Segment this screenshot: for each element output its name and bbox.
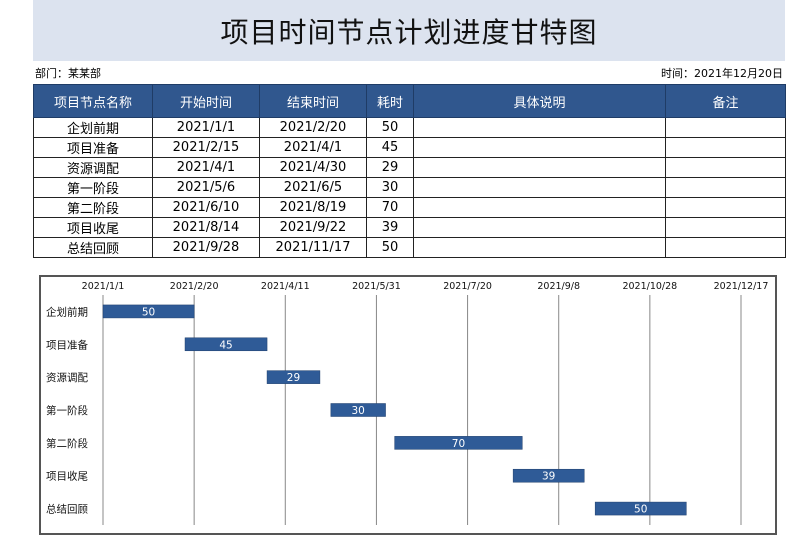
table-row: 企划前期 2021/1/1 2021/2/20 50 bbox=[33, 117, 786, 138]
bar-value-label: 30 bbox=[352, 405, 365, 417]
description-cell[interactable] bbox=[413, 157, 666, 178]
notes-cell[interactable] bbox=[665, 237, 786, 258]
table-row: 项目收尾 2021/8/14 2021/9/22 39 bbox=[33, 217, 786, 238]
duration-cell[interactable]: 50 bbox=[366, 237, 414, 258]
department-label: 部门：某某部 bbox=[35, 67, 101, 80]
x-tick-label: 2021/1/1 bbox=[82, 281, 125, 292]
notes-cell[interactable] bbox=[665, 137, 786, 158]
task-name-cell[interactable]: 项目准备 bbox=[33, 137, 153, 158]
notes-cell[interactable] bbox=[665, 177, 786, 198]
duration-cell[interactable]: 29 bbox=[366, 157, 414, 178]
description-cell[interactable] bbox=[413, 117, 666, 138]
task-name-cell[interactable]: 总结回顾 bbox=[33, 237, 153, 258]
duration-cell[interactable]: 70 bbox=[366, 197, 414, 218]
notes-cell[interactable] bbox=[665, 197, 786, 218]
gantt-chart[interactable]: 2021/1/1 2021/2/20 2021/4/11 2021/5/31 2021/… bbox=[39, 275, 777, 535]
header-task-name: 项目节点名称 bbox=[33, 84, 153, 118]
end-date-cell[interactable]: 2021/11/17 bbox=[259, 237, 367, 258]
start-date-cell[interactable]: 2021/2/15 bbox=[152, 137, 260, 158]
table-row: 第二阶段 2021/6/10 2021/8/19 70 bbox=[33, 197, 786, 218]
title-band: 项目时间节点计划进度甘特图 bbox=[33, 0, 785, 61]
category-label: 资源调配 bbox=[46, 371, 88, 384]
category-label: 总结回顾 bbox=[46, 503, 88, 516]
start-date-cell[interactable]: 2021/9/28 bbox=[152, 237, 260, 258]
table-row: 第一阶段 2021/5/6 2021/6/5 30 bbox=[33, 177, 786, 198]
table-row: 项目准备 2021/2/15 2021/4/1 45 bbox=[33, 137, 786, 158]
bar-value-label: 50 bbox=[142, 306, 155, 318]
end-date-cell[interactable]: 2021/4/30 bbox=[259, 157, 367, 178]
gantt-bar bbox=[102, 304, 195, 319]
task-name-cell[interactable]: 第一阶段 bbox=[33, 177, 153, 198]
x-tick-label: 2021/7/20 bbox=[443, 281, 492, 292]
notes-cell[interactable] bbox=[665, 157, 786, 178]
schedule-table: 项目节点名称 开始时间 结束时间 耗时 具体说明 备注 企划前期 2021/1/… bbox=[33, 84, 786, 258]
header-notes: 备注 bbox=[665, 84, 786, 118]
bar-value-label: 50 bbox=[634, 504, 647, 516]
start-date-cell[interactable]: 2021/4/1 bbox=[152, 157, 260, 178]
gantt-bar bbox=[184, 337, 268, 352]
end-date-cell[interactable]: 2021/6/5 bbox=[259, 177, 367, 198]
task-name-cell[interactable]: 企划前期 bbox=[33, 117, 153, 138]
x-tick-label: 2021/10/28 bbox=[622, 281, 677, 292]
description-cell[interactable] bbox=[413, 197, 666, 218]
gantt-bar bbox=[266, 370, 321, 384]
category-label: 项目准备 bbox=[46, 338, 88, 351]
table-header-row: 项目节点名称 开始时间 结束时间 耗时 具体说明 备注 bbox=[33, 84, 786, 118]
end-date-cell[interactable]: 2021/4/1 bbox=[259, 137, 367, 158]
notes-cell[interactable] bbox=[665, 217, 786, 238]
bar-value-label: 39 bbox=[542, 471, 555, 483]
category-label: 第一阶段 bbox=[46, 404, 88, 417]
description-cell[interactable] bbox=[413, 137, 666, 158]
x-tick-label: 2021/5/31 bbox=[352, 281, 401, 292]
gantt-bar bbox=[394, 436, 523, 450]
category-label: 企划前期 bbox=[46, 305, 88, 318]
duration-cell[interactable]: 30 bbox=[366, 177, 414, 198]
start-date-cell[interactable]: 2021/8/14 bbox=[152, 217, 260, 238]
bar-value-label: 29 bbox=[287, 372, 300, 384]
category-label: 项目收尾 bbox=[46, 470, 88, 483]
header-end-date: 结束时间 bbox=[259, 84, 367, 118]
start-date-cell[interactable]: 2021/5/6 bbox=[152, 177, 260, 198]
bar-value-label: 70 bbox=[452, 438, 465, 450]
gantt-bar bbox=[330, 403, 386, 417]
header-duration: 耗时 bbox=[366, 84, 414, 118]
end-date-cell[interactable]: 2021/2/20 bbox=[259, 117, 367, 138]
task-name-cell[interactable]: 第二阶段 bbox=[33, 197, 153, 218]
category-label: 第二阶段 bbox=[46, 437, 88, 450]
start-date-cell[interactable]: 2021/1/1 bbox=[152, 117, 260, 138]
description-cell[interactable] bbox=[413, 177, 666, 198]
duration-cell[interactable]: 45 bbox=[366, 137, 414, 158]
page-title: 项目时间节点计划进度甘特图 bbox=[220, 15, 598, 49]
header-start-date: 开始时间 bbox=[152, 84, 260, 118]
task-name-cell[interactable]: 资源调配 bbox=[33, 157, 153, 178]
duration-cell[interactable]: 39 bbox=[366, 217, 414, 238]
gantt-bar bbox=[594, 501, 687, 516]
x-tick-label: 2021/2/20 bbox=[170, 281, 219, 292]
x-tick-label: 2021/9/8 bbox=[537, 281, 580, 292]
table-row: 资源调配 2021/4/1 2021/4/30 29 bbox=[33, 157, 786, 178]
start-date-cell[interactable]: 2021/6/10 bbox=[152, 197, 260, 218]
description-cell[interactable] bbox=[413, 217, 666, 238]
bar-value-label: 45 bbox=[219, 339, 232, 351]
task-name-cell[interactable]: 项目收尾 bbox=[33, 217, 153, 238]
end-date-cell[interactable]: 2021/9/22 bbox=[259, 217, 367, 238]
table-row: 总结回顾 2021/9/28 2021/11/17 50 bbox=[33, 237, 786, 258]
gantt-bar bbox=[512, 468, 585, 483]
x-tick-label: 2021/4/11 bbox=[261, 281, 310, 292]
end-date-cell[interactable]: 2021/8/19 bbox=[259, 197, 367, 218]
date-label: 时间：2021年12月20日 bbox=[661, 67, 783, 80]
header-description: 具体说明 bbox=[413, 84, 666, 118]
description-cell[interactable] bbox=[413, 237, 666, 258]
x-tick-label: 2021/12/17 bbox=[714, 281, 769, 292]
notes-cell[interactable] bbox=[665, 117, 786, 138]
gantt-chart-svg: 2021/1/1 2021/2/20 2021/4/11 2021/5/31 2021/… bbox=[46, 281, 769, 525]
duration-cell[interactable]: 50 bbox=[366, 117, 414, 138]
